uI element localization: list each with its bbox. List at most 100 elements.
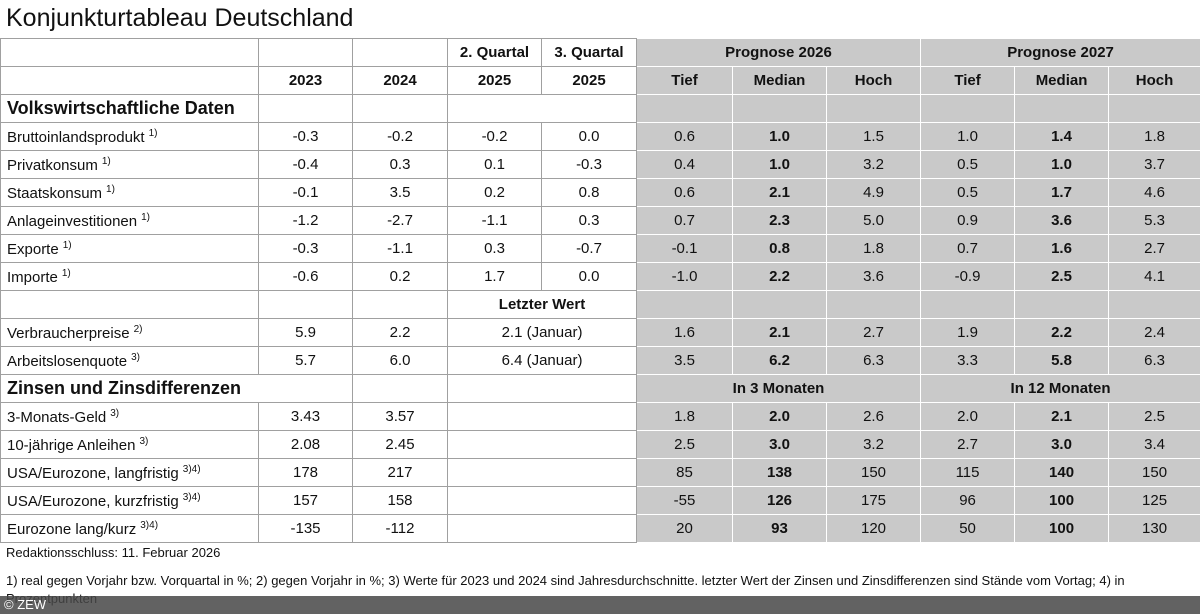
label-text: USA/Eurozone, langfristig: [7, 464, 179, 482]
value: 0.8: [541, 178, 637, 207]
empty-cell: [825, 290, 922, 319]
forecast-value: 126: [732, 486, 827, 515]
forecast-value: 1.0: [920, 122, 1016, 151]
value: 6.0: [352, 346, 448, 375]
table-row: Letzter Wert: [0, 290, 1200, 319]
forecast-value: 3.7: [1108, 150, 1200, 179]
footnote-mark: 3)4): [182, 463, 201, 475]
value: -135: [258, 514, 353, 543]
value: -0.3: [541, 150, 637, 179]
row-label: Exporte 1): [0, 234, 259, 263]
label-text: Anlageinvestitionen: [7, 212, 138, 230]
table-row: USA/Eurozone, kurzfristig 3)4) 157 158 -55 12…: [0, 486, 1200, 515]
column-header: Median: [1014, 66, 1110, 95]
forecast-value: 6.3: [1108, 346, 1200, 375]
footnote-mark: 1): [141, 211, 150, 223]
footnote-mark: 1): [101, 155, 111, 167]
forecast-value: 6.3: [825, 346, 922, 375]
forecast-value: 115: [920, 458, 1016, 487]
row-label: USA/Eurozone, langfristig 3)4): [0, 458, 259, 487]
value: -0.3: [258, 234, 353, 263]
forecast-value: 0.7: [920, 234, 1016, 263]
forecast-value: 2.0: [920, 402, 1016, 431]
column-header: 2023: [258, 66, 353, 95]
forecast-value: 3.3: [920, 346, 1016, 375]
empty-cell: [1108, 94, 1200, 123]
value: 3.5: [352, 178, 448, 207]
column-header: Tief: [636, 66, 733, 95]
forecast-value: 150: [825, 458, 922, 487]
empty-cell: [636, 94, 733, 123]
column-header: In 3 Monaten: [635, 374, 922, 403]
value: 0.0: [541, 262, 637, 291]
forecast-value: 4.6: [1108, 178, 1200, 207]
footnote-mark: 3): [139, 435, 149, 447]
empty-cell: [0, 66, 259, 95]
forecast-value: 6.2: [732, 346, 827, 375]
forecast-value: 5.3: [1108, 206, 1200, 235]
forecast-value: 1.9: [920, 318, 1016, 347]
forecast-value: 150: [1108, 458, 1200, 487]
forecast-value: 2.6: [825, 402, 922, 431]
forecast-value: 1.8: [636, 402, 733, 431]
value: -1.1: [447, 206, 542, 235]
table-row: Zinsen und Zinsdifferenzen In 3 Monaten In…: [0, 374, 1200, 403]
row-label: Privatkonsum 1): [0, 150, 259, 179]
value: -1.1: [352, 234, 448, 263]
forecast-value: 2.4: [1108, 318, 1200, 347]
value: 0.0: [541, 122, 637, 151]
label-text: 3-Monats-Geld: [7, 408, 107, 426]
forecast-value: 1.0: [732, 122, 827, 151]
forecast-value: 3.5: [636, 346, 733, 375]
forecast-value: 5.8: [1014, 346, 1110, 375]
empty-cell: [352, 94, 448, 123]
latest-value: 2.1 (Januar): [447, 318, 637, 347]
forecast-value: 120: [825, 514, 922, 543]
forecast-value: 175: [825, 486, 922, 515]
column-header: Letzter Wert: [447, 290, 637, 319]
empty-cell: [920, 94, 1016, 123]
empty-cell: [1108, 290, 1200, 319]
column-header: Median: [732, 66, 827, 95]
forecast-value: 2.1: [732, 318, 827, 347]
row-label: Staatskonsum 1): [0, 178, 259, 207]
column-header: 3. Quartal: [541, 38, 637, 67]
forecast-value: 3.0: [1014, 430, 1110, 459]
value: -0.6: [258, 262, 353, 291]
empty-cell: [636, 290, 733, 319]
forecast-value: 50: [920, 514, 1016, 543]
table-row: Arbeitslosenquote 3) 5.7 6.0 6.4 (Januar) 3.5…: [0, 346, 1200, 375]
footnote-mark: 1): [148, 127, 158, 139]
row-label: Anlageinvestitionen 1): [0, 206, 259, 235]
empty-cell: [258, 38, 353, 67]
empty-cell: [447, 94, 637, 123]
latest-value: 6.4 (Januar): [447, 346, 637, 375]
forecast-value: 0.5: [920, 178, 1016, 207]
table-row: 2. Quartal 3. Quartal Prognose 2026 Prognos…: [0, 38, 1200, 67]
section-title: Volkswirtschaftliche Daten: [0, 94, 259, 123]
copyright: © ZEW: [0, 596, 1200, 614]
row-label: 10-jährige Anleihen 3): [0, 430, 259, 459]
forecast-value: 3.2: [825, 150, 922, 179]
table-row: Eurozone lang/kurz 3)4) -135 -112 20 93 120 50 1…: [0, 514, 1200, 543]
table-row: Importe 1) -0.6 0.2 1.7 0.0 -1.0 2.2 3.6 -0.9 2.5 4…: [0, 262, 1200, 291]
empty-cell: [447, 514, 637, 543]
empty-cell: [447, 430, 637, 459]
forecast-value: 20: [636, 514, 733, 543]
forecast-value: 0.4: [636, 150, 733, 179]
table: 2. Quartal 3. Quartal Prognose 2026 Prognos…: [0, 38, 1200, 543]
forecast-value: 0.8: [732, 234, 827, 263]
section-title: Zinsen und Zinsdifferenzen: [0, 374, 353, 403]
forecast-value: 100: [1014, 514, 1110, 543]
footnote-mark: 2): [133, 323, 143, 335]
value: 0.1: [447, 150, 542, 179]
label-text: Eurozone lang/kurz: [7, 520, 137, 538]
forecast-value: 1.4: [1014, 122, 1110, 151]
forecast-value: 2.7: [920, 430, 1016, 459]
value: 3.57: [352, 402, 448, 431]
forecast-value: -0.1: [636, 234, 733, 263]
label-text: Exporte: [7, 240, 59, 258]
label-text: USA/Eurozone, kurzfristig: [7, 492, 179, 510]
value: 3.43: [258, 402, 353, 431]
